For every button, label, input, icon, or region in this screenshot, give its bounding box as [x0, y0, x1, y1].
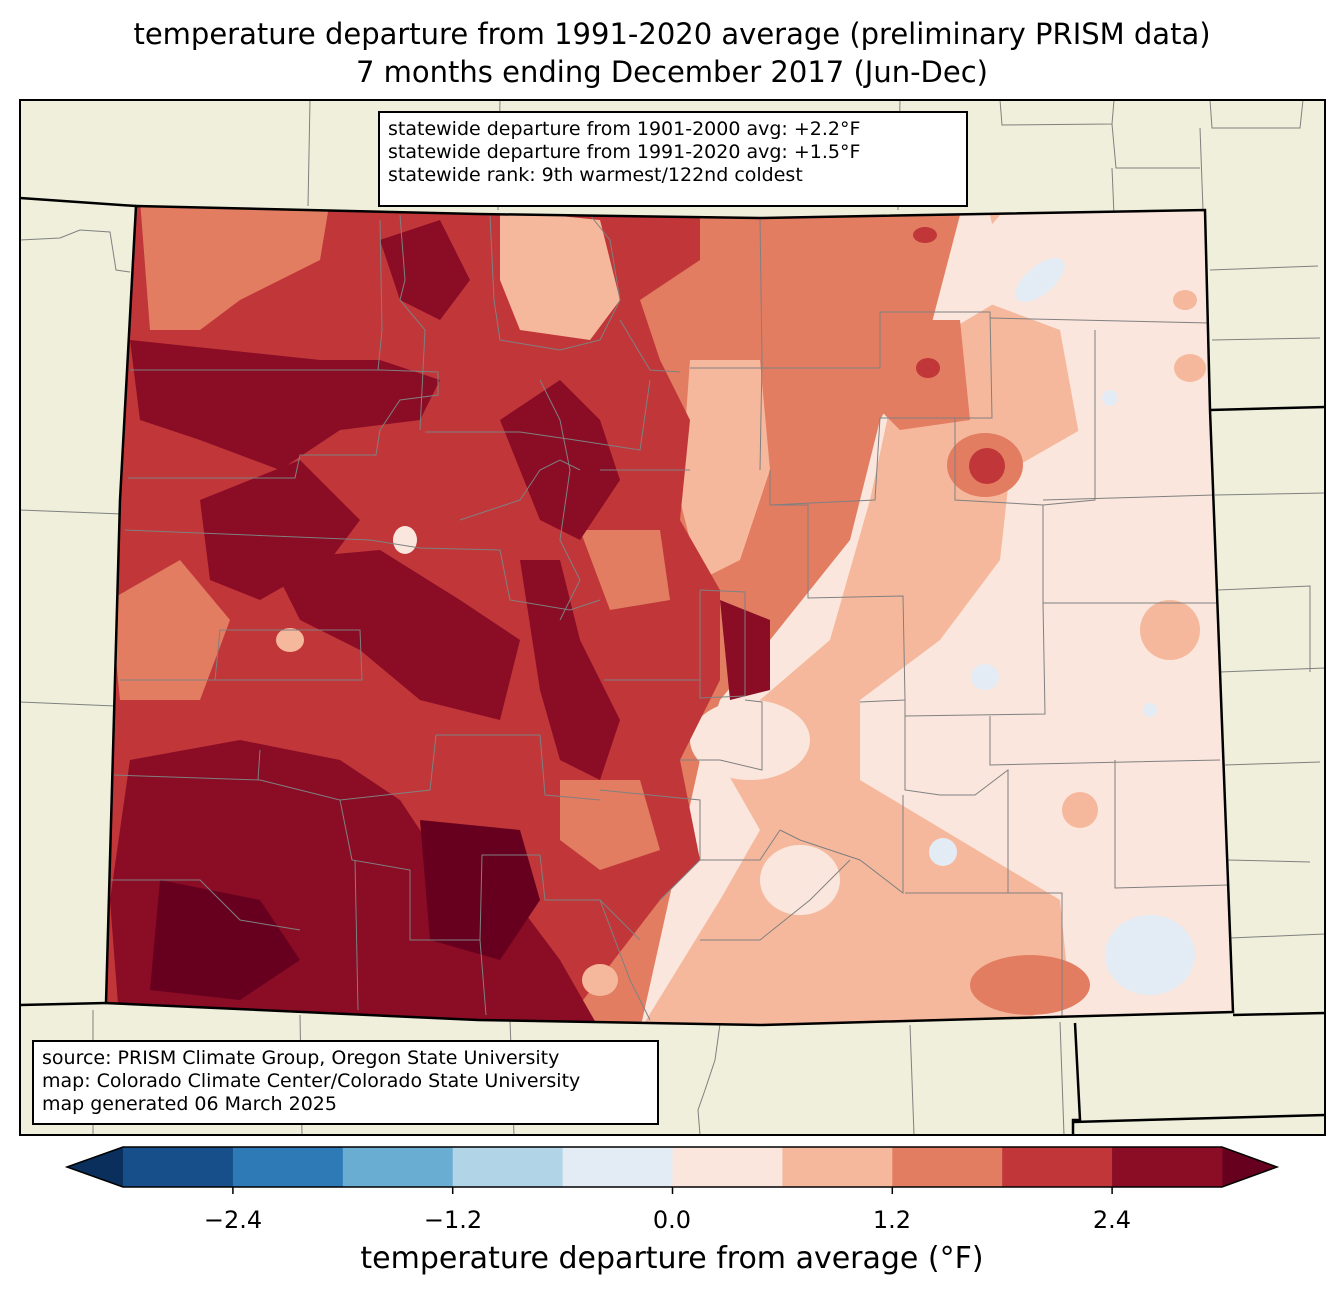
colorbar-tick-label: 1.2	[872, 1206, 912, 1234]
colorbar-swatch	[672, 1147, 783, 1187]
colorbar	[64, 1146, 1280, 1194]
colorbar-swatch	[123, 1147, 234, 1187]
colorbar-tick-label: 2.4	[1092, 1206, 1132, 1234]
colorbar-swatch	[452, 1147, 564, 1187]
colorbar-swatch	[562, 1147, 673, 1187]
stats-line-1901-2000: statewide departure from 1901-2000 avg: …	[388, 118, 861, 140]
map-subtitle: 7 months ending December 2017 (Jun-Dec)	[356, 55, 988, 89]
colorbar-label: temperature departure from average (°F)	[360, 1241, 984, 1276]
source-line-map: map: Colorado Climate Center/Colorado St…	[42, 1070, 581, 1092]
colorbar-tick-label: −1.2	[423, 1206, 483, 1234]
source-line-date: map generated 06 March 2025	[42, 1093, 337, 1115]
colorbar-swatch	[232, 1147, 344, 1187]
colorbar-over-arrow	[1222, 1147, 1277, 1187]
stats-line-rank: statewide rank: 9th warmest/122nd coldes…	[388, 164, 803, 186]
stats-line-1991-2020: statewide departure from 1991-2020 avg: …	[388, 141, 861, 163]
source-box: source: PRISM Climate Group, Oregon Stat…	[32, 1040, 659, 1125]
map-title: temperature departure from 1991-2020 ave…	[133, 17, 1211, 51]
county-lines	[110, 214, 1231, 1021]
state-boundaries	[20, 196, 1325, 1135]
colorbar-swatch	[342, 1147, 454, 1187]
map-frame	[19, 99, 1326, 1136]
colorbar-under-arrow	[67, 1147, 123, 1187]
source-line-prism: source: PRISM Climate Group, Oregon Stat…	[42, 1047, 560, 1069]
colorbar-swatch	[1002, 1147, 1113, 1187]
statewide-stats-box: statewide departure from 1901-2000 avg: …	[378, 111, 968, 207]
colorbar-swatch	[782, 1147, 893, 1187]
colorbar-tick-label: −2.4	[203, 1206, 263, 1234]
colorbar-outline	[64, 1146, 1280, 1188]
colorbar-swatch	[892, 1147, 1003, 1187]
temperature-field	[106, 206, 1233, 1025]
colorbar-swatch	[1112, 1147, 1223, 1187]
colorbar-tick-label: 0.0	[652, 1206, 692, 1234]
